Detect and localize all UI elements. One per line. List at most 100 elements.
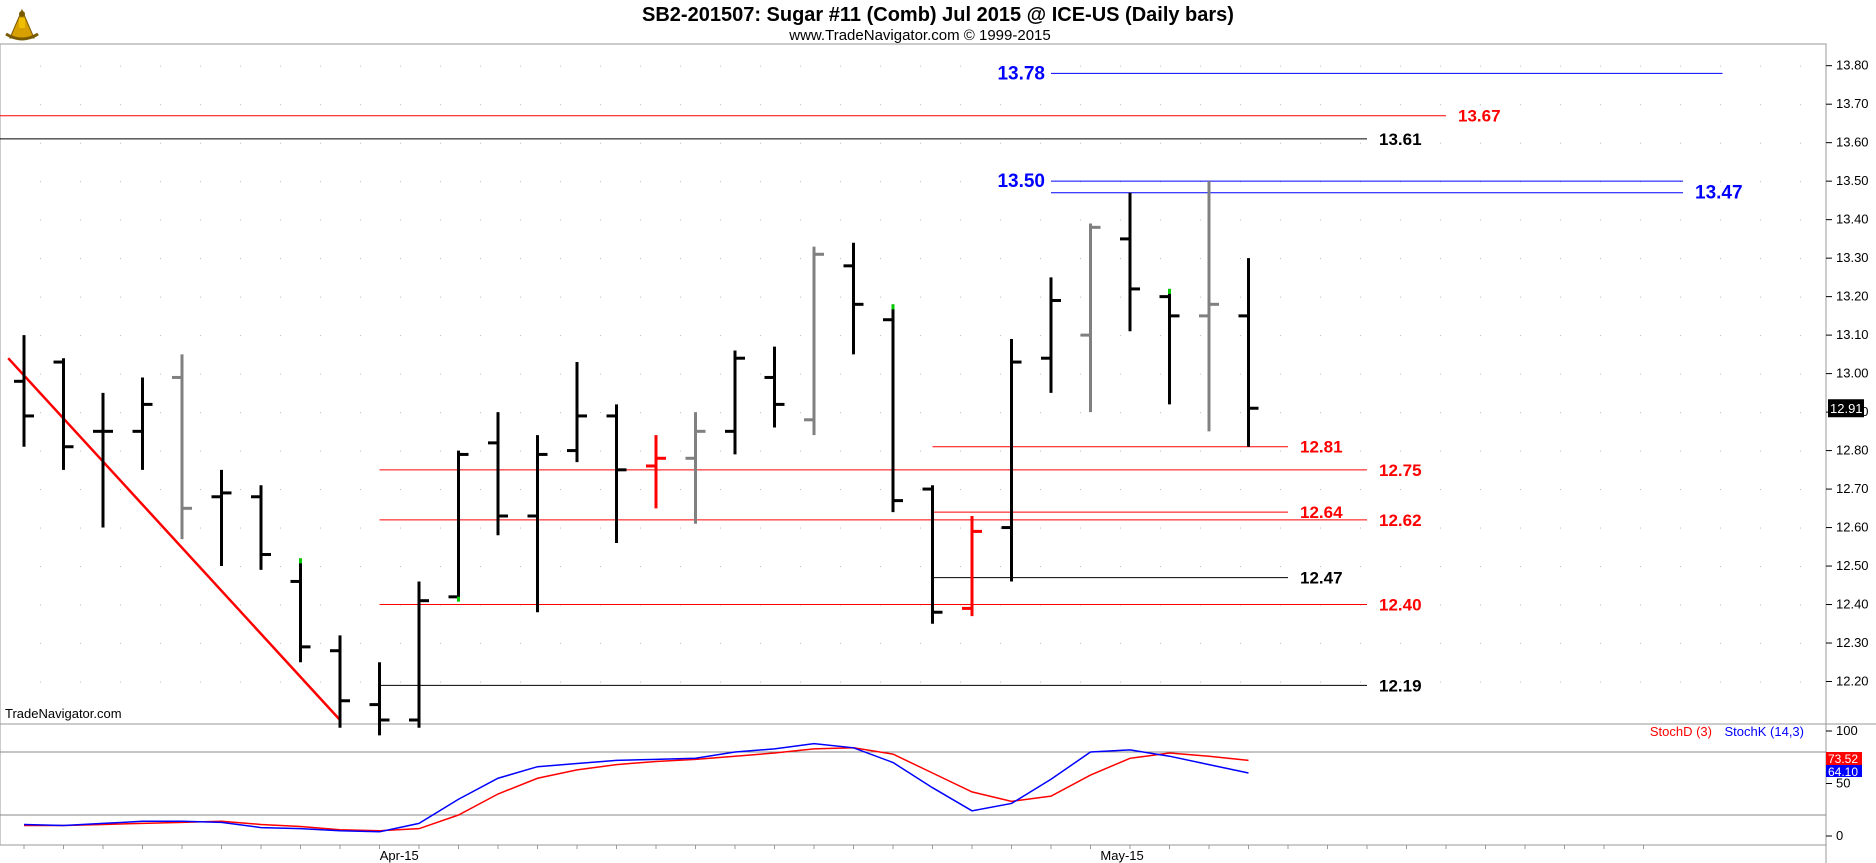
grid-dot [1720, 450, 1721, 452]
grid-dot [720, 335, 721, 337]
grid-dot [1080, 412, 1081, 414]
grid-dot [80, 104, 81, 106]
grid-dot [1320, 643, 1321, 645]
grid-dot [440, 335, 441, 337]
grid-dot [1080, 643, 1081, 645]
grid-dot [520, 566, 521, 568]
level-label-12.19: 12.19 [1379, 676, 1422, 695]
grid-dot [1600, 527, 1601, 529]
grid-dot [280, 142, 281, 144]
price-tick-label: 12.50 [1836, 558, 1869, 573]
grid-dot [1040, 104, 1041, 106]
grid-dot [1120, 142, 1121, 144]
grid-dot [240, 142, 241, 144]
grid-dot [760, 373, 761, 375]
ohlc-bars [14, 181, 1259, 736]
grid-dot [560, 181, 561, 183]
grid-dot [1760, 681, 1761, 683]
grid-dot [240, 527, 241, 529]
grid-dot [400, 373, 401, 375]
grid-dot [1560, 296, 1561, 298]
grid-dot [1560, 681, 1561, 683]
grid-dot [160, 527, 161, 529]
grid-dot [1040, 181, 1041, 183]
grid-dot [1720, 296, 1721, 298]
grid-dot [1400, 450, 1401, 452]
grid-dot [1520, 104, 1521, 106]
grid-dot [1040, 219, 1041, 221]
grid-dot [720, 681, 721, 683]
grid-dot [280, 643, 281, 645]
level-label-12.62: 12.62 [1379, 511, 1422, 530]
grid-dot [640, 219, 641, 221]
grid-dot [760, 258, 761, 260]
grid-dot [320, 412, 321, 414]
grid-dot [920, 142, 921, 144]
grid-dot [440, 104, 441, 106]
grid-dot [1600, 104, 1601, 106]
grid-dot [1360, 142, 1361, 144]
price-tick-label: 13.20 [1836, 289, 1869, 304]
grid-dot [200, 335, 201, 337]
grid-dot [680, 258, 681, 260]
grid-dot [920, 258, 921, 260]
grid-dot [160, 335, 161, 337]
grid-dot [840, 566, 841, 568]
grid-dot [560, 142, 561, 144]
grid-dot [760, 104, 761, 106]
grid-dot [1080, 681, 1081, 683]
grid-dot [1480, 450, 1481, 452]
grid-dot [1040, 681, 1041, 683]
grid-dot [800, 335, 801, 337]
grid-dot [1000, 373, 1001, 375]
green-tip-mark [457, 596, 460, 602]
grid-dot [1320, 412, 1321, 414]
grid-dot [440, 643, 441, 645]
grid-dot [1600, 296, 1601, 298]
support-resistance-levels: 13.78 13.67 13.61 13.50 13.47 12.81 12.75 12.64… [0, 63, 1743, 695]
grid-dot [200, 643, 201, 645]
grid-dot [40, 219, 41, 221]
grid-dot [1320, 142, 1321, 144]
grid-dot [1720, 258, 1721, 260]
grid-dot [1480, 258, 1481, 260]
grid-dot [1760, 373, 1761, 375]
ohlc-bar [488, 412, 508, 536]
grid-dot [1280, 219, 1281, 221]
grid-dot [200, 489, 201, 491]
grid-dot [280, 489, 281, 491]
grid-dot [1160, 450, 1161, 452]
grid-dot [1720, 104, 1721, 106]
grid-dot [1560, 373, 1561, 375]
grid-dot [640, 142, 641, 144]
grid-dot [1440, 373, 1441, 375]
grid-dot [1520, 296, 1521, 298]
grid-dot [1240, 489, 1241, 491]
grid-dot [120, 296, 121, 298]
grid-dot [40, 335, 41, 337]
grid-dot [240, 681, 241, 683]
grid-dot [1120, 412, 1121, 414]
ohlc-bar [883, 304, 903, 513]
grid-dot [320, 643, 321, 645]
ohlc-bar [53, 358, 74, 470]
grid-dot [1000, 527, 1001, 529]
grid-dot [1080, 104, 1081, 106]
price-tick-label: 12.30 [1836, 635, 1869, 650]
grid-dot [360, 219, 361, 221]
grid-dot [360, 142, 361, 144]
price-axis: 12.2012.3012.4012.5012.6012.7012.8012.90… [1826, 58, 1869, 689]
grid-dot [600, 566, 601, 568]
grid-dot [200, 104, 201, 106]
level-label-13.67: 13.67 [1458, 107, 1501, 126]
grid-dot [1560, 412, 1561, 414]
grid-dot [1240, 566, 1241, 568]
ohlc-bar [1199, 181, 1219, 432]
grid-dot [1120, 104, 1121, 106]
grid-dot [680, 489, 681, 491]
grid-dot [1480, 412, 1481, 414]
grid-dot [960, 181, 961, 183]
grid-dot [320, 142, 321, 144]
grid-dot [1320, 65, 1321, 67]
grid-dot [1440, 566, 1441, 568]
